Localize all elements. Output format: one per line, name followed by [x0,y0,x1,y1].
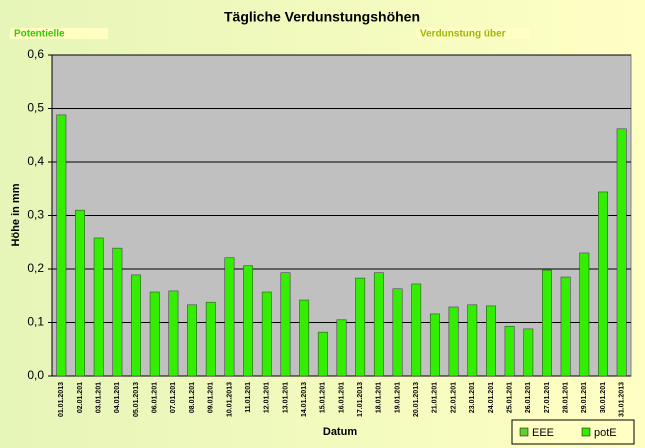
bar [187,304,197,377]
bar [542,269,552,377]
x-tick-label: 19.01.201 [394,382,401,413]
y-tick-label: 0,0 [27,368,44,382]
y-tick-label: 0,4 [27,154,44,168]
x-tick-label: 03.01.201 [96,382,103,413]
x-tick-label: 12.01.201 [264,382,271,413]
bar [598,191,608,377]
x-tick-label: 14.01.2013 [301,382,308,417]
bar [579,252,590,377]
x-tick-label: 21.01.201 [432,382,439,413]
bar [467,304,478,377]
x-tick-label: 01.01.2013 [58,382,65,417]
x-tick-label: 18.01.201 [376,382,383,413]
legend-swatch [519,427,529,437]
x-tick-label: 28.01.201 [562,382,569,413]
y-axis-label: Höhe in mm [10,183,22,246]
x-tick-label: 17.01.2013 [357,382,364,417]
chart-title: Tägliche Verdunstungshöhen [224,9,420,25]
x-tick-label: 22.01.201 [450,382,457,413]
bar [205,301,216,377]
bar [392,288,403,377]
bar [486,305,496,377]
legend-box [511,419,635,445]
x-tick-label: 30.01.201 [600,382,607,413]
x-tick-label: 27.01.201 [544,382,551,413]
y-tick-label: 0,3 [27,208,44,222]
bar [75,209,85,377]
bar [336,319,347,377]
y-tick-label: 0,2 [27,261,44,275]
bar [56,114,67,377]
bar [168,290,179,377]
bar [560,276,571,377]
bar [224,257,235,377]
x-tick-label: 05.01.2013 [133,382,140,417]
bar [373,272,384,377]
bar [616,128,627,377]
x-tick-label: 06.01.201 [152,382,159,413]
bar [299,299,310,377]
x-tick-label: 02.01.201 [77,382,84,413]
y-tick-label: 0,1 [27,315,44,329]
y-tick-label: 0,5 [27,101,44,115]
legend [511,419,635,445]
bar [504,325,515,377]
bar [448,306,459,377]
bar [411,283,422,377]
x-tick-label: 25.01.201 [506,382,513,413]
x-tick-label: 26.01.201 [525,382,532,413]
x-tick-label: 08.01.201 [189,382,196,413]
x-tick-label: 10.01.2013 [226,382,233,417]
annotation: Potentielle [14,29,65,40]
x-tick-label: 13.01.201 [282,382,289,413]
bar [112,247,123,377]
x-tick-label: 07.01.201 [170,382,177,413]
x-tick-label: 24.01.201 [488,382,495,413]
legend-label: EEE [532,427,554,439]
x-tick-label: 16.01.201 [338,382,345,413]
annotation: Verdunstung über [420,29,506,40]
y-tick-label: 0,6 [27,47,44,61]
x-axis-label: Datum [323,426,357,438]
x-tick-label: 09.01.201 [208,382,215,413]
bar [317,331,328,377]
annotation-box [416,28,530,39]
bar [280,272,291,377]
bar [93,237,104,377]
bar [243,265,254,377]
bar [523,328,534,377]
legend-swatch [581,427,591,437]
x-tick-label: 04.01.201 [114,382,121,413]
bar [149,291,160,377]
x-tick-label: 29.01.201 [581,382,588,413]
annotation-box [10,28,108,39]
legend-label: potE [594,427,617,439]
x-tick-label: 11.01.201 [245,382,252,413]
x-tick-label: 23.01.201 [469,382,476,413]
bar [355,277,366,377]
bar [261,291,272,377]
x-tick-label: 15.01.201 [320,382,327,413]
x-tick-label: 31.01.2013 [619,382,626,417]
bar [131,274,141,377]
x-tick-label: 20.01.2013 [413,382,420,417]
bar [429,313,440,377]
